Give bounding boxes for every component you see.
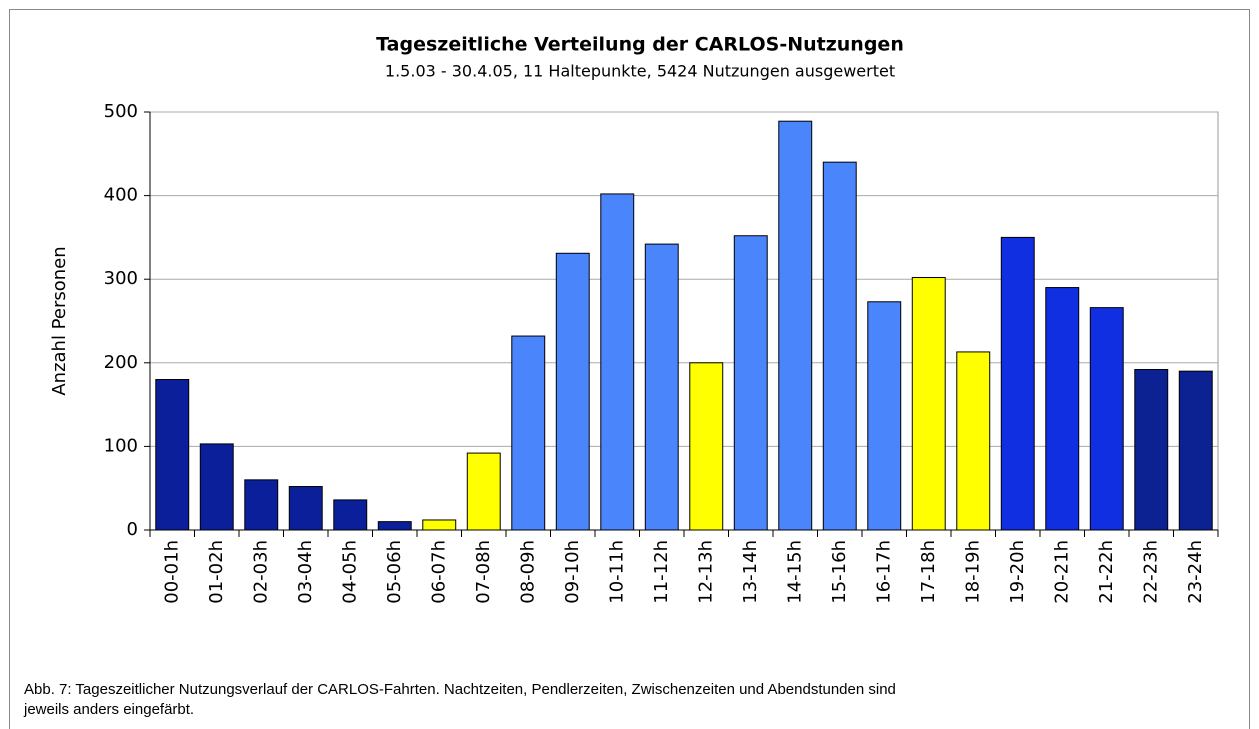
- bar: [377, 521, 412, 531]
- x-tick-label: 00-01h: [161, 540, 182, 604]
- x-tick-label: 16-17h: [873, 540, 894, 604]
- x-tick-label: 06-07h: [428, 540, 449, 604]
- x-tick-label: 18-19h: [962, 540, 983, 604]
- x-tick-label: 14-15h: [784, 540, 805, 604]
- bar: [600, 193, 635, 531]
- chart-subtitle: 1.5.03 - 30.4.05, 11 Haltepunkte, 5424 N…: [385, 62, 895, 81]
- x-tick-label: 17-18h: [918, 540, 939, 604]
- bar: [1134, 368, 1169, 531]
- chart-title: Tageszeitliche Verteilung der CARLOS-Nut…: [376, 34, 904, 56]
- bar: [555, 252, 590, 531]
- x-tick-label: 15-16h: [829, 540, 850, 604]
- bar: [956, 351, 991, 531]
- x-tick-label: 22-23h: [1140, 540, 1161, 604]
- bar: [466, 452, 501, 531]
- bar: [867, 301, 902, 531]
- x-tick-label: 04-05h: [339, 540, 360, 604]
- bar: [644, 243, 679, 531]
- bar: [511, 335, 546, 531]
- y-tick-label: 500: [104, 101, 138, 122]
- x-tick-label: 08-09h: [517, 540, 538, 604]
- bar: [1178, 370, 1213, 531]
- x-tick-label: 09-10h: [562, 540, 583, 604]
- x-tick-label: 21-22h: [1096, 540, 1117, 604]
- y-tick-label: 400: [104, 185, 138, 206]
- bar: [244, 479, 279, 531]
- bar: [1000, 236, 1035, 531]
- x-tick-label: 03-04h: [295, 540, 316, 604]
- bar: [288, 486, 323, 531]
- frame: [9, 9, 1250, 729]
- bar: [155, 379, 190, 531]
- caption-line: jeweils anders eingefärbt.: [23, 701, 194, 718]
- bar: [1045, 287, 1080, 531]
- bar: [1089, 307, 1124, 531]
- x-tick-label: 05-06h: [384, 540, 405, 604]
- x-tick-label: 07-08h: [473, 540, 494, 604]
- bar: [199, 443, 234, 531]
- x-tick-label: 13-14h: [740, 540, 761, 604]
- x-tick-label: 01-02h: [206, 540, 227, 604]
- x-tick-label: 11-12h: [651, 540, 672, 604]
- y-tick-label: 100: [104, 435, 138, 456]
- y-tick-label: 300: [104, 268, 138, 289]
- bar: [422, 519, 457, 531]
- x-tick-label: 20-21h: [1051, 540, 1072, 604]
- y-axis-label: Anzahl Personen: [49, 246, 70, 395]
- bar: [333, 499, 368, 531]
- bar: [911, 277, 946, 531]
- x-tick-label: 23-24h: [1185, 540, 1206, 604]
- caption-line: Abb. 7: Tageszeitlicher Nutzungsverlauf …: [24, 681, 896, 698]
- bar: [733, 235, 768, 531]
- y-tick-label: 0: [127, 519, 138, 540]
- y-tick-label: 200: [104, 352, 138, 373]
- bar: [822, 161, 857, 531]
- x-tick-label: 02-03h: [250, 540, 271, 604]
- x-tick-label: 19-20h: [1007, 540, 1028, 604]
- bar: [778, 120, 813, 531]
- bar: [689, 362, 724, 531]
- x-tick-label: 12-13h: [695, 540, 716, 604]
- x-tick-label: 10-11h: [606, 540, 627, 604]
